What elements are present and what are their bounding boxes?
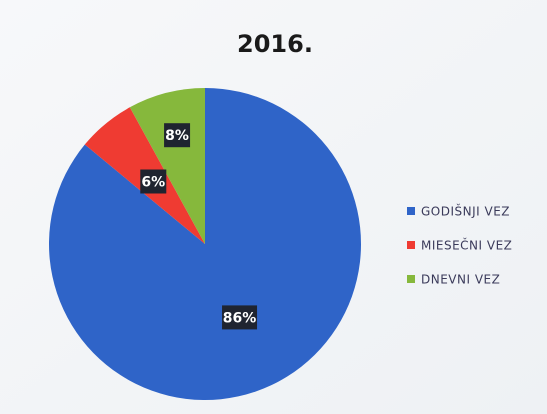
- value-label-box: [222, 305, 258, 330]
- value-label-box: [140, 169, 167, 194]
- legend-label: MIESEČNI VEZ: [421, 238, 512, 253]
- chart-title: 2016.: [237, 30, 313, 58]
- legend-label: GODIŠNJI VEZ: [421, 204, 510, 219]
- value-label: 86%: [223, 310, 257, 326]
- pie-slice: [48, 88, 361, 400]
- legend-swatch: [407, 207, 415, 215]
- value-label: 6%: [141, 174, 165, 190]
- value-label-box: [164, 123, 191, 148]
- value-label: 8%: [165, 128, 189, 144]
- legend-label: DNEVNI VEZ: [421, 273, 500, 287]
- legend-swatch: [407, 275, 415, 283]
- legend-swatch: [407, 241, 415, 249]
